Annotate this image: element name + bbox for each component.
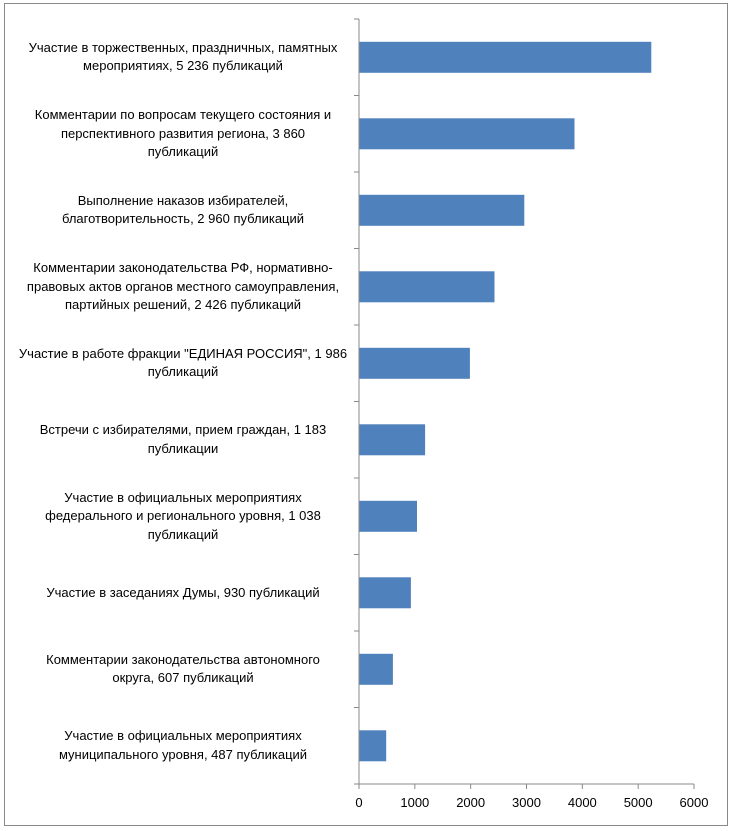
- bar-3: [359, 194, 525, 226]
- bar-4: [359, 271, 495, 303]
- category-label-10: Участие в официальных мероприятиях муниц…: [58, 728, 308, 762]
- bar-5: [359, 347, 470, 379]
- category-label-5: Участие в работе фракции "ЕДИНАЯ РОССИЯ"…: [18, 345, 348, 380]
- bar-1: [359, 41, 652, 73]
- category-label-8: Участие в заседаниях Думы, 930 публикаци…: [46, 584, 320, 600]
- category-label-9: Комментарии законодательства автономного…: [46, 651, 320, 686]
- x-tick-label: 1000: [400, 795, 429, 810]
- x-tick-label: 2000: [456, 795, 485, 810]
- bar-8: [359, 577, 411, 609]
- category-label-7: Участие в официальных мероприятиях федер…: [45, 489, 321, 542]
- bar-6: [359, 424, 426, 456]
- bar-7: [359, 500, 417, 532]
- x-tick-label: 0: [355, 795, 362, 810]
- chart-area: 0 1000 2000 3000 4000 5000 6000 Участие в торж…: [4, 3, 728, 826]
- x-tick-label: 3000: [512, 795, 541, 810]
- bar-10: [359, 730, 387, 762]
- bar-9: [359, 653, 393, 685]
- x-tick-label: 5000: [624, 795, 653, 810]
- x-tick-label: 4000: [568, 795, 597, 810]
- category-label-2: Комментарии по вопросам текущего состоян…: [34, 107, 332, 159]
- x-tick-label: 6000: [680, 795, 709, 810]
- bar-2: [359, 118, 575, 150]
- category-label-4: Комментарии законодательства РФ, нормати…: [26, 260, 340, 312]
- chart-plot: 0 1000 2000 3000 4000 5000 6000: [354, 18, 709, 810]
- category-label-1: Участие в торжественных, праздничных, па…: [28, 39, 338, 74]
- category-label-3: Выполнение наказов избирателей, благотво…: [61, 192, 305, 227]
- category-label-6: Встречи с избирателями, прием граждан, 1…: [39, 422, 327, 456]
